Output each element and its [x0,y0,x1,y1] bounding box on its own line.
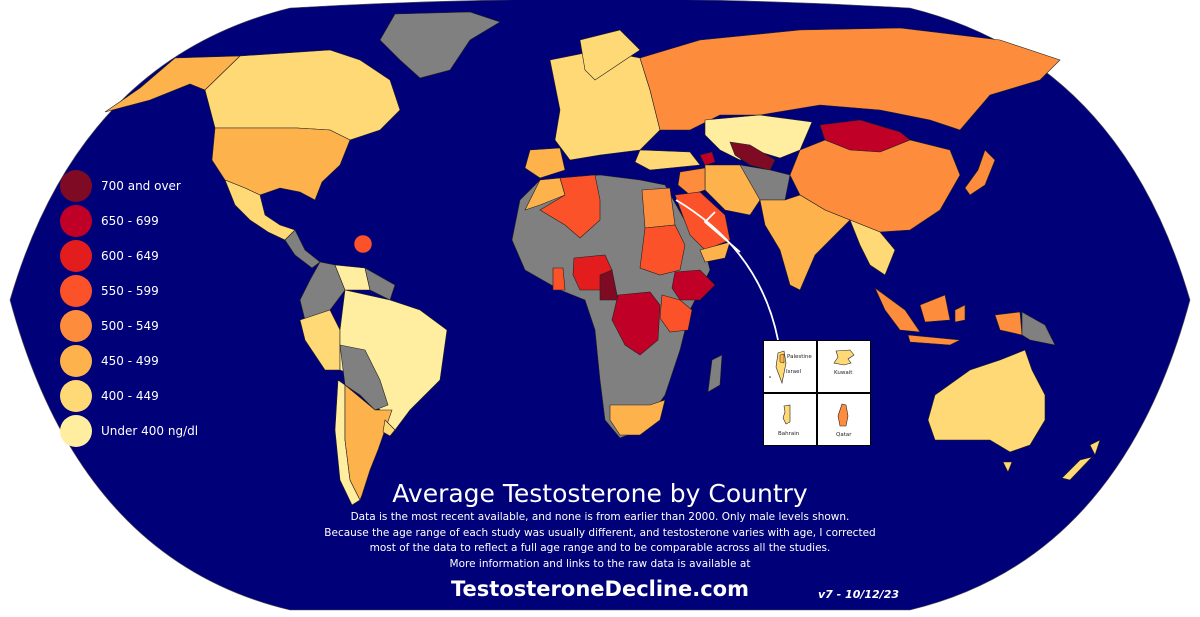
inset-label-israel: Israel [786,369,802,375]
inset-label-kuwait: Kuwait [834,370,853,376]
legend-label: Under 400 ng/dl [101,423,199,438]
legend-label: 600 - 649 [101,248,159,263]
country-japan [964,149,996,196]
country-morocco [524,177,566,211]
legend-label: 400 - 449 [101,388,159,403]
inset-connector-line [675,199,779,341]
country-madagascar [707,354,723,393]
country-australia [927,349,1046,453]
region-scandinavia [579,29,641,81]
country-yemen [699,241,731,263]
subtitle-line: Data is the most recent available, and n… [350,511,850,523]
map-title: Average Testosterone by Country [392,479,808,508]
country-caribbean-highlight [353,234,373,254]
legend-label: 550 - 599 [101,283,159,298]
country-ghana [552,267,566,291]
country-ethiopia [671,269,716,301]
inset-cell-qatar: Qatar [818,394,870,445]
inset-connector-line [703,211,741,253]
subtitle-line: Because the age range of each study was … [324,526,876,539]
legend-swatch-550-599 [60,274,92,307]
inset-label-bahrain: Bahrain [778,431,800,437]
legend-swatch-under-400 [60,414,92,447]
legend-swatch-700-plus [60,169,92,202]
inset-label-palestine: Palestine [787,354,812,360]
inset-cell-bahrain: Bahrain [764,394,816,445]
legend: 700 and over 650 - 699 600 - 649 550 - 5… [60,168,260,448]
country-azerbaijan [699,151,716,166]
legend-label: 650 - 699 [101,213,159,228]
legend-item: 550 - 599 [60,273,260,308]
legend-swatch-500-549 [60,309,92,342]
country-saudi-arabia [674,191,731,251]
legend-item: 450 - 499 [60,343,260,378]
region-tasmania [1002,461,1013,473]
legend-item: Under 400 ng/dl [60,413,260,448]
legend-item: 500 - 549 [60,308,260,343]
country-algeria [539,174,601,239]
subtitle-line: most of the data to reflect a full age r… [369,542,831,554]
country-russia [639,27,1061,131]
inset-label-qatar: Qatar [836,432,852,438]
country-turkey [634,149,701,171]
version-label: v7 - 10/12/23 [818,588,900,601]
qatar-shape-icon [837,403,849,427]
title-block: Average Testosterone by Country Data is … [250,478,950,604]
country-egypt [641,187,676,229]
country-kenya [659,294,693,333]
legend-swatch-650-699 [60,204,92,237]
legend-item: 600 - 649 [60,238,260,273]
country-dr-congo [611,291,661,356]
country-greenland [379,11,501,79]
country-canada [204,49,401,141]
legend-label: 450 - 499 [101,353,159,368]
country-kazakhstan [704,114,813,161]
middle-east-inset: Palestine Israel Kuwait Bahrain Qatar [763,340,871,446]
country-uruguay [382,419,396,437]
country-new-zealand [1061,439,1101,481]
legend-swatch-450-499 [60,344,92,377]
legend-item: 700 and over [60,168,260,203]
legend-item: 650 - 699 [60,203,260,238]
country-argentina [344,384,393,501]
legend-label: 700 and over [101,178,181,193]
country-spain [524,147,566,179]
legend-label: 500 - 549 [101,318,159,333]
bahrain-shape-icon [782,404,791,425]
inset-cell-kuwait: Kuwait [818,341,870,392]
country-papua-new-guinea [1021,311,1056,346]
legend-swatch-600-649 [60,239,92,272]
region-bolivia-paraguay [339,344,389,411]
country-india [759,194,851,291]
legend-swatch-400-449 [60,379,92,412]
israel-palestine-shape-icon [769,350,787,385]
inset-cell-israel-palestine: Palestine Israel [764,341,816,392]
kuwait-shape-icon [833,349,855,366]
subtitle-line: More information and links to the raw da… [449,557,751,570]
country-south-africa [609,399,666,436]
website-link[interactable]: TestosteroneDecline.com [451,577,749,601]
country-sudan [639,224,686,276]
legend-item: 400 - 449 [60,378,260,413]
region-southeast-asia [849,219,896,276]
country-indonesia [874,287,1023,346]
